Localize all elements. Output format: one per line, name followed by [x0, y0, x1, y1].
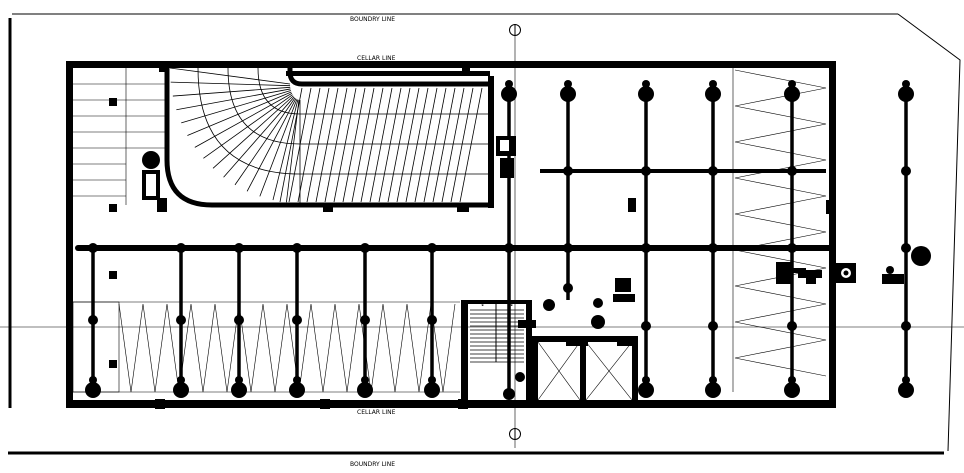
column-icon [501, 80, 517, 102]
pump-icon [496, 136, 516, 178]
column-icon [173, 376, 189, 398]
boundary-top-label: BOUNDRY LINE [350, 16, 395, 23]
column-icon [898, 80, 914, 102]
stair-up-marker: ↓ [509, 301, 514, 308]
column-icon [705, 376, 721, 398]
left-stair [73, 68, 165, 205]
washbasin-icon [776, 262, 904, 284]
parking-zone [72, 301, 460, 393]
outer-walls [66, 61, 836, 408]
column-posts [91, 90, 908, 392]
column-icon [898, 376, 914, 398]
column-icon [784, 376, 800, 398]
toilet-icon [518, 278, 635, 329]
right-ramp [732, 68, 827, 392]
curved-ramp [164, 67, 494, 208]
column-icon [784, 80, 800, 102]
column-icon [638, 80, 654, 102]
column-icon-group [85, 80, 931, 398]
bottom-stair: ↓ ↓ [461, 300, 532, 408]
stair-up-marker: ↓ [480, 301, 485, 308]
cellar-bottom-label: CELLAR LINE [357, 409, 396, 416]
column-icon [705, 80, 721, 102]
column-icon [357, 376, 373, 398]
north-marker-top-icon [509, 24, 521, 36]
column-icon [638, 376, 654, 398]
lift-shafts [532, 336, 638, 408]
boundary-bottom-label: BOUNDRY LINE [350, 461, 395, 468]
column-icon [560, 80, 576, 102]
column-icon [231, 376, 247, 398]
beams [75, 169, 835, 251]
cellar-top-label: CELLAR LINE [357, 55, 396, 62]
drain-icon [142, 151, 160, 200]
column-icon [503, 372, 525, 400]
column-icon [85, 376, 101, 398]
north-marker-bottom-icon [509, 428, 521, 440]
column-icon [289, 376, 305, 398]
column-icon [424, 376, 440, 398]
